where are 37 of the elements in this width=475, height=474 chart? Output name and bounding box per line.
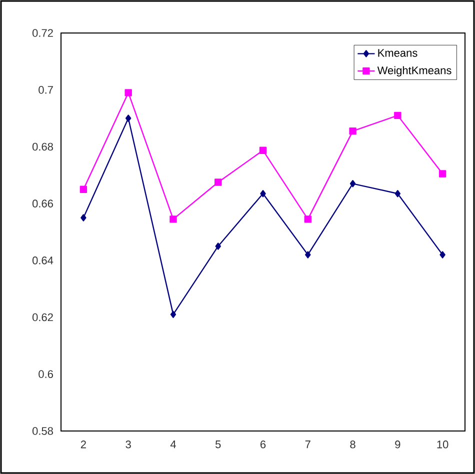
point	[438, 170, 446, 178]
point	[305, 251, 311, 258]
legend-label: Kmeans	[378, 49, 418, 57]
y-tick-label: 0.58	[32, 427, 53, 435]
y-tick-label: 0.72	[32, 29, 53, 37]
y-tick-label: 0.66	[32, 200, 53, 208]
point	[350, 180, 356, 188]
y-tick-label: 0.68	[32, 142, 53, 151]
point	[259, 146, 267, 154]
point	[80, 186, 88, 193]
x-tick-label: 9	[395, 440, 400, 448]
x-tick-label: 6	[260, 440, 266, 448]
x-tick-label: 10	[437, 440, 448, 448]
point	[394, 112, 402, 120]
y-tick-label: 0.62	[32, 313, 53, 322]
x-tick-label: 5	[215, 440, 221, 448]
point	[349, 127, 356, 135]
x-tick-label: 3	[126, 440, 131, 448]
x-tick-label: 8	[350, 440, 356, 448]
point	[170, 216, 177, 223]
y-tick-label: 0.7	[38, 86, 53, 94]
point	[80, 214, 86, 222]
point	[394, 190, 401, 198]
point	[215, 242, 221, 250]
point	[260, 190, 266, 198]
y-tick-label: 0.6	[38, 370, 53, 378]
point	[125, 114, 132, 122]
y-tick-label: 0.64	[32, 256, 54, 264]
point	[304, 216, 312, 223]
point	[170, 310, 176, 318]
legend-label: WeightKmeans	[377, 66, 452, 76]
point	[440, 251, 446, 258]
x-tick-label: 4	[170, 440, 176, 448]
x-tick-label: 2	[80, 440, 86, 448]
point	[124, 89, 132, 96]
point	[214, 178, 222, 186]
x-tick-label: 7	[305, 440, 310, 448]
